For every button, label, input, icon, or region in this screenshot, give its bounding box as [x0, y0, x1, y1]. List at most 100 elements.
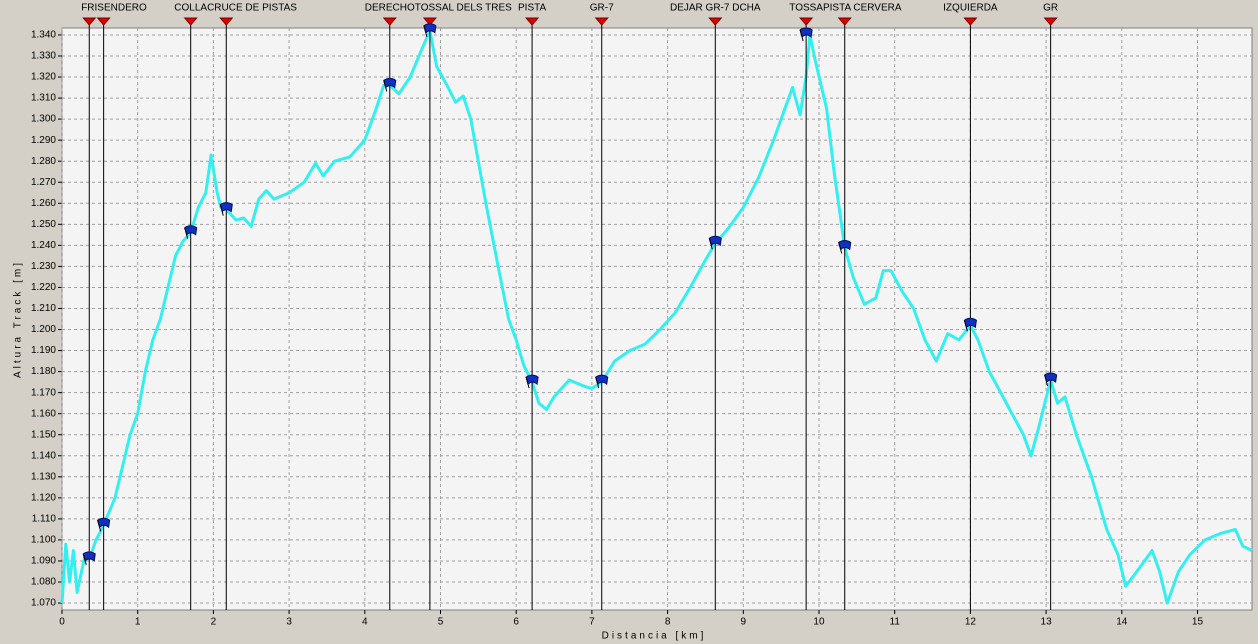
flag-pole [383, 80, 388, 92]
y-tick-label: 1.070 [31, 598, 56, 609]
elevation-line [60, 29, 1253, 605]
flag-pole [1044, 374, 1049, 387]
waypoint-marker [96, 17, 111, 26]
y-tick-label: 1.100 [31, 535, 56, 546]
x-tick-label: 13 [1041, 617, 1053, 628]
x-tick-label: 0 [59, 617, 65, 628]
flag-pole [799, 29, 804, 42]
waypoint-marker [963, 17, 978, 26]
x-tick-label: 3 [286, 617, 292, 628]
waypoint-label: FRI [81, 3, 97, 14]
y-tick-label: 1.280 [31, 156, 56, 167]
waypoint-label: TOSSA [789, 3, 823, 14]
waypoint-marker [1043, 17, 1058, 26]
flag-pole [82, 553, 87, 566]
y-tick-label: 1.220 [31, 282, 56, 293]
waypoint-flag [184, 225, 198, 236]
flag-pole [525, 376, 530, 389]
waypoint-marker [594, 17, 609, 26]
waypoint-flag [708, 235, 722, 247]
waypoint-label: SENDERO [97, 3, 147, 14]
waypoint-flag [525, 374, 539, 386]
waypoint-label: IZQUIERDA [943, 3, 998, 14]
y-tick-label: 1.230 [31, 261, 56, 272]
x-tick-label: 14 [1116, 617, 1128, 628]
y-tick-label: 1.140 [31, 450, 56, 461]
waypoint-flag [595, 374, 609, 386]
waypoint-flag [838, 239, 852, 251]
y-tick-label: 1.340 [31, 30, 56, 41]
flag-pole [423, 25, 428, 37]
y-tick-label: 1.250 [31, 219, 56, 230]
y-tick-label: 1.260 [31, 198, 56, 209]
waypoint-flag [799, 27, 813, 38]
waypoint-label: PISTA [518, 3, 546, 14]
x-tick-label: 9 [741, 617, 747, 628]
y-tick-label: 1.120 [31, 492, 56, 503]
waypoint-marker [708, 17, 723, 26]
x-tick-label: 6 [513, 617, 519, 628]
x-tick-label: 10 [813, 617, 825, 628]
y-tick-label: 1.310 [31, 93, 56, 104]
waypoint-label: GR [1043, 3, 1058, 14]
waypoint-marker [837, 17, 852, 26]
y-tick-label: 1.080 [31, 577, 56, 588]
y-tick-label: 1.160 [31, 408, 56, 419]
y-tick-label: 1.110 [32, 514, 57, 525]
y-tick-label: 1.290 [31, 135, 56, 146]
flag-pole [97, 520, 102, 532]
flag-pole [184, 227, 189, 239]
waypoint-flag [423, 23, 437, 34]
y-tick-label: 1.270 [31, 177, 56, 188]
y-tick-label: 1.190 [31, 345, 56, 356]
y-tick-label: 1.150 [31, 429, 56, 440]
flag-pole [595, 376, 600, 389]
plot-area [61, 27, 1253, 611]
waypoint-marker [799, 17, 814, 26]
y-tick-label: 1.300 [31, 114, 56, 125]
waypoint-flag [383, 77, 397, 89]
x-tick-label: 2 [211, 617, 217, 628]
x-tick-label: 5 [438, 617, 444, 628]
waypoint-label: TOSSAL DELS TRES [415, 3, 512, 14]
waypoint-flag [82, 551, 96, 562]
y-tick-label: 1.130 [31, 471, 56, 482]
waypoint-marker [382, 17, 397, 26]
x-tick-label: 8 [665, 617, 671, 628]
waypoint-label: DEJAR GR-7 DCHA [670, 3, 761, 14]
y-tick-label: 1.240 [31, 240, 56, 251]
x-axis-label: Distancia [km] [602, 631, 707, 642]
y-tick-label: 1.200 [31, 324, 56, 335]
y-tick-label: 1.090 [31, 556, 56, 567]
y-tick-label: 1.320 [31, 72, 56, 83]
waypoint-label: PISTA CERVERA [823, 3, 902, 14]
waypoint-marker [82, 17, 97, 26]
y-tick-label: 1.210 [31, 303, 56, 314]
x-tick-label: 1 [135, 617, 141, 628]
waypoint-label: COLLA [174, 3, 207, 14]
flag-pole [219, 204, 224, 216]
x-tick-label: 11 [890, 617, 901, 628]
waypoint-marker [422, 17, 437, 26]
flag-pole [838, 242, 843, 254]
flag-pole [708, 238, 713, 250]
waypoint-flag [963, 317, 977, 329]
waypoint-label: GR-7 [590, 3, 614, 14]
waypoint-flag [1044, 372, 1058, 383]
y-tick-label: 1.170 [31, 387, 56, 398]
waypoint-flag [97, 517, 111, 529]
waypoint-marker [525, 17, 540, 26]
flag-pole [963, 320, 968, 332]
waypoint-label: DERECHO [365, 3, 415, 14]
y-tick-label: 1.330 [31, 51, 56, 62]
waypoint-flag [219, 202, 233, 213]
waypoint-marker [219, 17, 234, 26]
x-tick-label: 12 [965, 617, 977, 628]
x-tick-label: 4 [362, 617, 368, 628]
y-tick-label: 1.180 [31, 366, 56, 377]
waypoint-marker [183, 17, 198, 26]
waypoint-label: CRUCE DE PISTAS [207, 3, 297, 14]
x-tick-label: 15 [1192, 617, 1204, 628]
x-tick-label: 7 [589, 617, 595, 628]
